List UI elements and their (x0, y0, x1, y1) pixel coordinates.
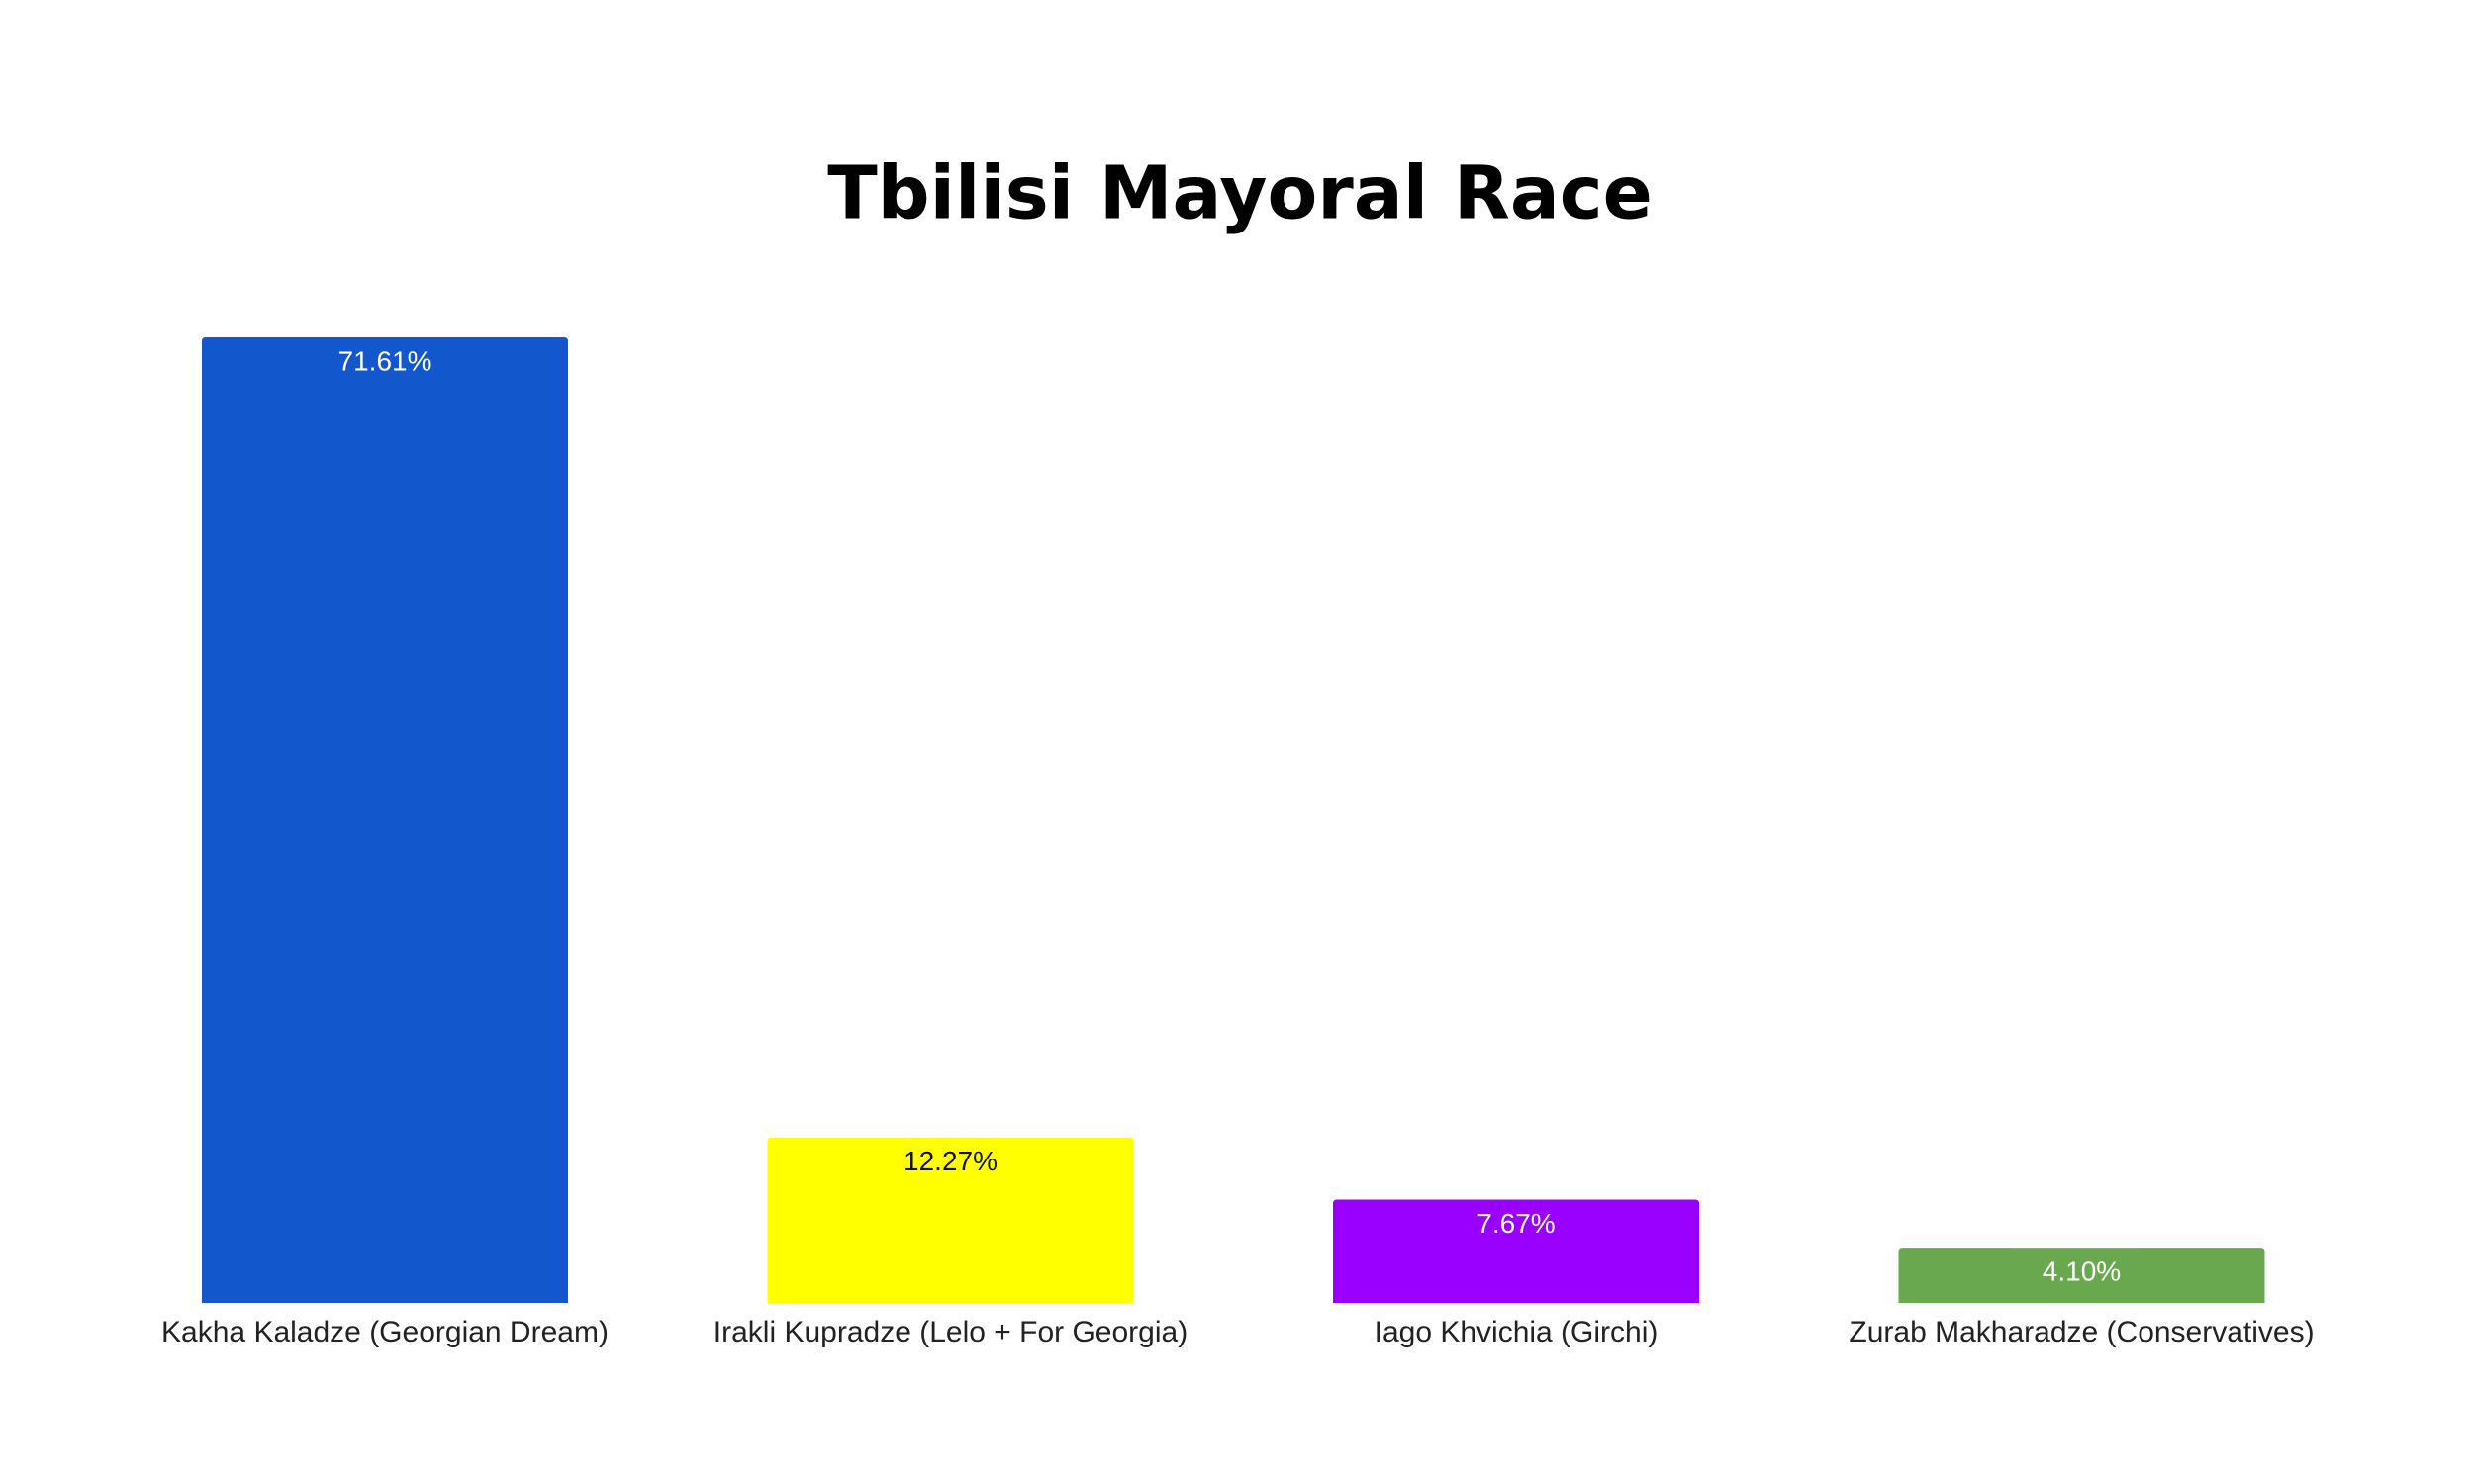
x-tick-label: Kakha Kaladze (Georgian Dream) (161, 1316, 609, 1348)
bar (1333, 1199, 1699, 1303)
chart-title: Tbilisi Mayoral Race (827, 151, 1653, 236)
bar (767, 1137, 1134, 1303)
bar (202, 337, 568, 1303)
bar (1898, 1248, 2265, 1303)
x-tick-label: Iago Khvichia (Girchi) (1375, 1316, 1659, 1348)
value-label: 4.10% (2043, 1256, 2121, 1287)
x-tick-label: Irakli Kupradze (Lelo + For Georgia) (714, 1316, 1188, 1348)
x-tick-label: Zurab Makharadze (Conservatives) (1849, 1316, 2314, 1348)
value-label: 7.67% (1476, 1208, 1555, 1239)
value-label: 71.61% (338, 345, 432, 376)
value-label: 12.27% (904, 1146, 998, 1176)
